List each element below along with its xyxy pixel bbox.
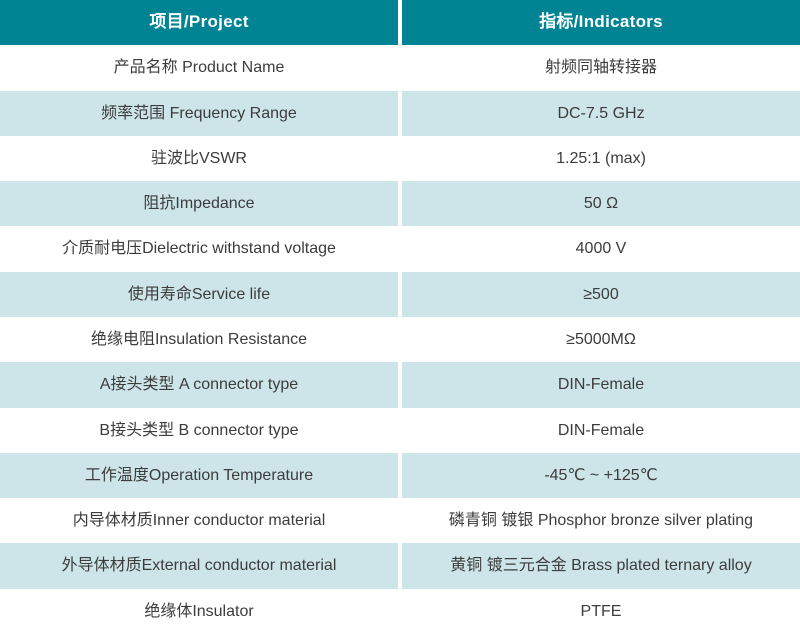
indicator-cell: 黄铜 镀三元合金 Brass plated ternary alloy [402, 543, 800, 589]
table-row: 工作温度Operation Temperature -45℃ ~ +125℃ [0, 452, 800, 499]
indicator-cell: DIN-Female [402, 362, 800, 408]
header-indicators: 指标/Indicators [402, 0, 800, 46]
project-cell: 使用寿命Service life [0, 271, 398, 317]
project-cell: 绝缘电阻Insulation Resistance [0, 316, 398, 363]
table-row: A接头类型 A connector type DIN-Female [0, 362, 800, 408]
table-row: 使用寿命Service life ≥500 [0, 271, 800, 317]
table-row: B接头类型 B connector type DIN-Female [0, 407, 800, 453]
project-cell: B接头类型 B connector type [0, 407, 398, 453]
indicator-cell: -45℃ ~ +125℃ [402, 452, 800, 499]
indicator-cell: 1.25:1 (max) [402, 135, 800, 182]
table-row: 频率范围 Frequency Range DC-7.5 GHz [0, 90, 800, 136]
indicator-cell: 磷青铜 镀银 Phosphor bronze silver plating [402, 498, 800, 544]
project-cell: 外导体材质External conductor material [0, 543, 398, 589]
indicator-cell: DC-7.5 GHz [402, 90, 800, 136]
indicator-cell: DIN-Female [402, 407, 800, 453]
project-cell: A接头类型 A connector type [0, 362, 398, 408]
indicator-cell: 50 Ω [402, 181, 800, 227]
table-row: 绝缘体Insulator PTFE [0, 588, 800, 634]
indicator-cell: 4000 V [402, 226, 800, 272]
table-row: 阻抗Impedance 50 Ω [0, 181, 800, 227]
table-row: 内导体材质Inner conductor material 磷青铜 镀银 Pho… [0, 498, 800, 544]
project-cell: 阻抗Impedance [0, 181, 398, 227]
project-cell: 工作温度Operation Temperature [0, 452, 398, 499]
project-cell: 绝缘体Insulator [0, 588, 398, 634]
table-row: 绝缘电阻Insulation Resistance ≥5000MΩ [0, 316, 800, 363]
table-header-row: 项目/Project 指标/Indicators [0, 0, 800, 46]
indicator-cell: ≥500 [402, 271, 800, 317]
project-cell: 介质耐电压Dielectric withstand voltage [0, 226, 398, 272]
project-cell: 驻波比VSWR [0, 135, 398, 182]
header-project: 项目/Project [0, 0, 398, 46]
table-row: 外导体材质External conductor material 黄铜 镀三元合… [0, 543, 800, 589]
indicator-cell: 射频同轴转接器 [402, 45, 800, 91]
project-cell: 频率范围 Frequency Range [0, 90, 398, 136]
project-cell: 内导体材质Inner conductor material [0, 498, 398, 544]
indicator-cell: PTFE [402, 588, 800, 634]
project-cell: 产品名称 Product Name [0, 45, 398, 91]
table-row: 介质耐电压Dielectric withstand voltage 4000 V [0, 226, 800, 272]
table-row: 产品名称 Product Name 射频同轴转接器 [0, 45, 800, 91]
indicator-cell: ≥5000MΩ [402, 316, 800, 363]
table-row: 驻波比VSWR 1.25:1 (max) [0, 135, 800, 182]
